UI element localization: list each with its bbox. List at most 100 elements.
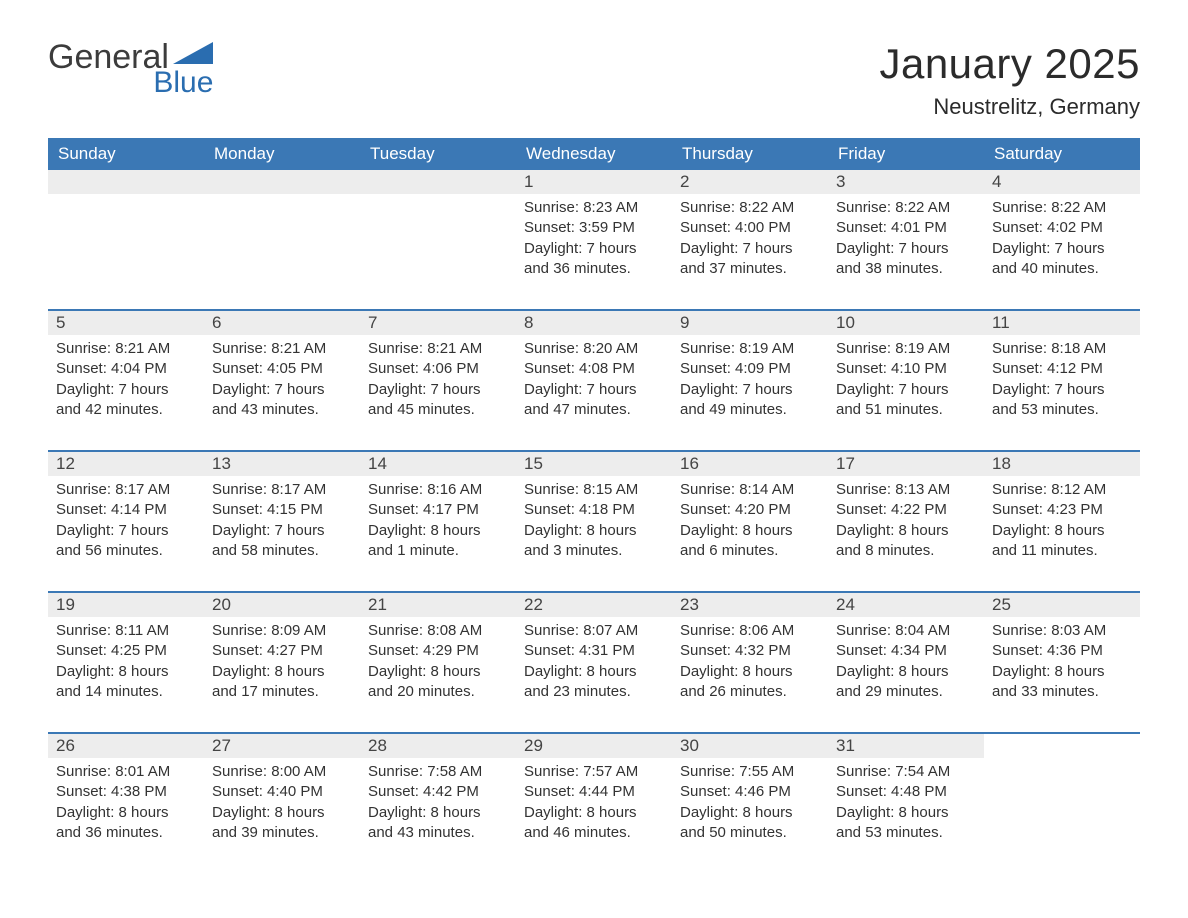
daylight-text: Daylight: 7 hours (832, 239, 980, 259)
day-number: 10 (828, 311, 984, 335)
calendar-day-cell: 11Sunrise: 8:18 AMSunset: 4:12 PMDayligh… (984, 310, 1140, 451)
day-number: 2 (672, 170, 828, 194)
sunset-text: Sunset: 4:01 PM (832, 218, 980, 238)
daylight-text: and 43 minutes. (364, 823, 512, 843)
daylight-text: Daylight: 8 hours (520, 662, 668, 682)
day-number: 19 (48, 593, 204, 617)
sunset-text: Sunset: 4:02 PM (988, 218, 1136, 238)
daylight-text: and 50 minutes. (676, 823, 824, 843)
calendar-day-cell: 20Sunrise: 8:09 AMSunset: 4:27 PMDayligh… (204, 592, 360, 733)
daylight-text: and 39 minutes. (208, 823, 356, 843)
sunset-text: Sunset: 4:36 PM (988, 641, 1136, 661)
day-number: 30 (672, 734, 828, 758)
day-number: 9 (672, 311, 828, 335)
day-number: 24 (828, 593, 984, 617)
daylight-text: and 38 minutes. (832, 259, 980, 279)
weekday-header: Tuesday (360, 138, 516, 170)
calendar-empty-cell (48, 170, 204, 310)
daylight-text: Daylight: 7 hours (676, 380, 824, 400)
daylight-text: Daylight: 7 hours (676, 239, 824, 259)
daylight-text: and 11 minutes. (988, 541, 1136, 561)
sunrise-text: Sunrise: 8:19 AM (676, 339, 824, 359)
daylight-text: and 45 minutes. (364, 400, 512, 420)
calendar-day-cell: 21Sunrise: 8:08 AMSunset: 4:29 PMDayligh… (360, 592, 516, 733)
day-number: 15 (516, 452, 672, 476)
sunset-text: Sunset: 4:05 PM (208, 359, 356, 379)
sunrise-text: Sunrise: 8:03 AM (988, 621, 1136, 641)
daylight-text: Daylight: 8 hours (832, 521, 980, 541)
daylight-text: and 47 minutes. (520, 400, 668, 420)
daylight-text: and 26 minutes. (676, 682, 824, 702)
calendar-day-cell: 26Sunrise: 8:01 AMSunset: 4:38 PMDayligh… (48, 733, 204, 873)
sunrise-text: Sunrise: 8:12 AM (988, 480, 1136, 500)
sunrise-text: Sunrise: 8:04 AM (832, 621, 980, 641)
sunset-text: Sunset: 4:10 PM (832, 359, 980, 379)
location-label: Neustrelitz, Germany (879, 94, 1140, 120)
sunset-text: Sunset: 4:17 PM (364, 500, 512, 520)
daylight-text: Daylight: 8 hours (52, 662, 200, 682)
daylight-text: Daylight: 8 hours (988, 521, 1136, 541)
sunset-text: Sunset: 4:48 PM (832, 782, 980, 802)
sunset-text: Sunset: 4:27 PM (208, 641, 356, 661)
sunrise-text: Sunrise: 8:11 AM (52, 621, 200, 641)
day-number: 4 (984, 170, 1140, 194)
day-number: 7 (360, 311, 516, 335)
daylight-text: Daylight: 8 hours (208, 803, 356, 823)
daylight-text: and 46 minutes. (520, 823, 668, 843)
day-number: 31 (828, 734, 984, 758)
sunrise-text: Sunrise: 8:22 AM (832, 198, 980, 218)
sunrise-text: Sunrise: 8:09 AM (208, 621, 356, 641)
daylight-text: Daylight: 8 hours (676, 662, 824, 682)
sunset-text: Sunset: 4:18 PM (520, 500, 668, 520)
weekday-header: Monday (204, 138, 360, 170)
daylight-text: Daylight: 8 hours (832, 662, 980, 682)
daylight-text: Daylight: 7 hours (52, 380, 200, 400)
day-number: 1 (516, 170, 672, 194)
daylight-text: and 14 minutes. (52, 682, 200, 702)
calendar-day-cell: 8Sunrise: 8:20 AMSunset: 4:08 PMDaylight… (516, 310, 672, 451)
title-block: January 2025 Neustrelitz, Germany (879, 40, 1140, 120)
logo-triangle-icon (173, 40, 213, 68)
calendar-day-cell: 16Sunrise: 8:14 AMSunset: 4:20 PMDayligh… (672, 451, 828, 592)
sunset-text: Sunset: 4:15 PM (208, 500, 356, 520)
calendar-week-row: 12Sunrise: 8:17 AM Sunset: 4:14 PM Dayligh… (48, 451, 1140, 592)
daylight-text: and 51 minutes. (832, 400, 980, 420)
logo: General Blue (48, 40, 213, 98)
sunset-text: Sunset: 4:20 PM (676, 500, 824, 520)
sunrise-text: Sunrise: 8:17 AM (208, 480, 356, 500)
weekday-header: Wednesday (516, 138, 672, 170)
day-number: 26 (48, 734, 204, 758)
daylight-text: and 36 minutes. (520, 259, 668, 279)
sunrise-text: Sunrise: 8:14 AM (676, 480, 824, 500)
daylight-text: Daylight: 7 hours (364, 380, 512, 400)
day-number: 3 (828, 170, 984, 194)
daylight-text: and 36 minutes. (52, 823, 200, 843)
sunset-text: Sunset: 4:32 PM (676, 641, 824, 661)
sunrise-text: Sunrise: 8:22 AM (676, 198, 824, 218)
calendar-week-row: 1Sunrise: 8:23 AMSunset: 3:59 PMDaylight… (48, 170, 1140, 310)
sunrise-text: Sunrise: 8:21 AM (364, 339, 512, 359)
sunset-text: Sunset: 3:59 PM (520, 218, 668, 238)
sunrise-text: Sunrise: 8:16 AM (364, 480, 512, 500)
daylight-text: Daylight: 8 hours (52, 803, 200, 823)
daylight-text: Daylight: 8 hours (832, 803, 980, 823)
calendar-empty-cell (984, 733, 1140, 873)
calendar-day-cell: 25Sunrise: 8:03 AMSunset: 4:36 PMDayligh… (984, 592, 1140, 733)
daylight-text: and 1 minute. (364, 541, 512, 561)
sunset-text: Sunset: 4:14 PM (52, 500, 200, 520)
sunset-text: Sunset: 4:29 PM (364, 641, 512, 661)
calendar-day-cell: 14Sunrise: 8:16 AMSunset: 4:17 PMDayligh… (360, 451, 516, 592)
calendar-day-cell: 31Sunrise: 7:54 AMSunset: 4:48 PMDayligh… (828, 733, 984, 873)
sunset-text: Sunset: 4:04 PM (52, 359, 200, 379)
calendar-day-cell: 7Sunrise: 8:21 AMSunset: 4:06 PMDaylight… (360, 310, 516, 451)
sunrise-text: Sunrise: 8:21 AM (208, 339, 356, 359)
sunrise-text: Sunrise: 8:22 AM (988, 198, 1136, 218)
sunset-text: Sunset: 4:23 PM (988, 500, 1136, 520)
day-number: 5 (48, 311, 204, 335)
weekday-header: Saturday (984, 138, 1140, 170)
daylight-text: Daylight: 8 hours (208, 662, 356, 682)
daylight-text: and 6 minutes. (676, 541, 824, 561)
day-number: 12 (48, 452, 204, 476)
weekday-header-row: Sunday Monday Tuesday Wednesday Thursday… (48, 138, 1140, 170)
day-number: 29 (516, 734, 672, 758)
